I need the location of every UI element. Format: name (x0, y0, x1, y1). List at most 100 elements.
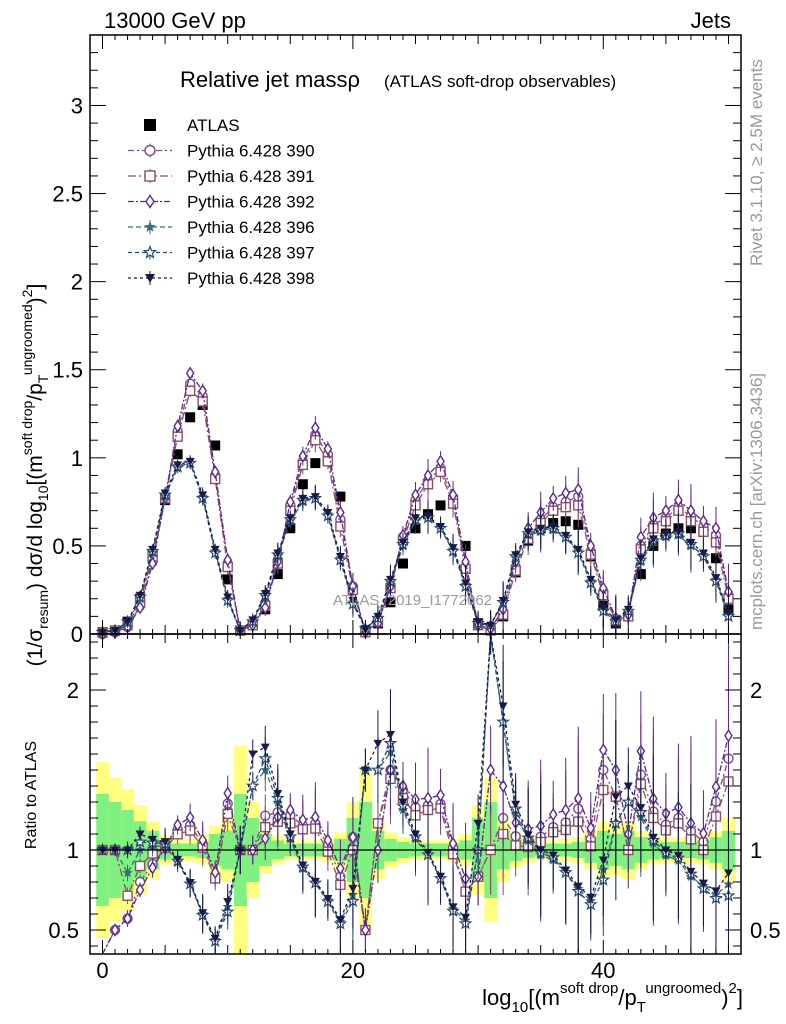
data-point-main (348, 597, 358, 606)
y-tick-label: 3 (71, 93, 83, 118)
data-point-main (436, 523, 446, 532)
data-point-ratio (436, 872, 446, 881)
legend-label: Pythia 6.428 398 (187, 269, 315, 288)
data-point-main (586, 539, 596, 553)
data-point-ratio (323, 894, 333, 903)
data-point-main (423, 512, 433, 521)
data-point-main (185, 457, 195, 466)
data-point-main (311, 421, 320, 435)
data-point-main (210, 465, 220, 479)
data-point-main (611, 616, 621, 625)
y-axis-title: (1/σresum) dσ/d log10[(msoft drop/pTungr… (19, 284, 51, 667)
y-tick-label: 1.5 (52, 358, 83, 383)
data-point-main (674, 493, 683, 507)
chart-title: Relative jet massρ (180, 67, 360, 92)
svg-text:(1/σresum) dσ/d log10[(msoft d: (1/σresum) dσ/d log10[(msoft drop/pTungr… (19, 284, 51, 667)
data-point-main (498, 597, 508, 606)
data-point-ratio (523, 831, 533, 840)
data-point-main (586, 575, 596, 584)
data-point-main (172, 431, 183, 442)
data-point-ratio (686, 867, 696, 876)
data-point-ratio (561, 803, 571, 817)
data-point-main (448, 544, 458, 553)
data-point-ratio (122, 867, 133, 878)
chart-subtitle: (ATLAS soft-drop observables) (384, 72, 616, 91)
data-point-ratio (336, 861, 345, 876)
data-point-main (285, 514, 295, 523)
data-point-main (673, 528, 683, 537)
data-point-main (184, 385, 196, 397)
data-point-main (648, 535, 658, 544)
data-point-ratio (123, 911, 132, 926)
data-point-main (511, 551, 521, 560)
data-point-main (411, 488, 420, 502)
series-line-main (102, 462, 730, 633)
data-point-ratio (173, 855, 183, 864)
data-point-ratio (423, 848, 433, 857)
legend-marker (145, 274, 155, 283)
data-point-main (573, 545, 583, 554)
data-point-main (548, 523, 558, 532)
data-point-main (322, 456, 334, 467)
data-point-ratio (486, 763, 495, 777)
data-point-main (148, 545, 158, 554)
data-point-ratio (385, 730, 395, 739)
data-point-main (298, 494, 308, 503)
data-point-main (223, 553, 233, 567)
data-point-ratio (134, 860, 146, 872)
data-point-ratio (573, 882, 583, 891)
data-point-ratio (298, 813, 308, 827)
data-point-main (222, 574, 233, 585)
data-point-ratio (623, 782, 633, 791)
data-point-main (573, 482, 583, 497)
data-point-main (185, 366, 195, 381)
x-axis-title: log10[(msoft drop/pTungroomed)2] (482, 980, 743, 1016)
data-point-ratio (148, 860, 157, 875)
data-point-ratio (323, 833, 333, 848)
data-point-main (223, 593, 233, 602)
data-point-main (336, 505, 345, 520)
data-point-main (323, 508, 333, 517)
legend-marker (144, 119, 156, 131)
energy-label: 13000 GeV pp (104, 8, 246, 33)
ratio-y-tick-label: 0.5 (48, 918, 79, 943)
data-point-ratio (360, 766, 370, 775)
data-point-main (248, 616, 258, 625)
data-point-main (561, 531, 571, 540)
data-point-ratio (498, 779, 508, 793)
legend: ATLAS Pythia 6.428 390 Pythia 6.428 391 Pyt… (128, 116, 315, 288)
data-point-main (423, 468, 433, 483)
data-point-ratio (698, 879, 708, 888)
data-point-main (561, 486, 571, 500)
data-point-main (285, 495, 295, 509)
legend-label: Pythia 6.428 396 (187, 218, 315, 237)
data-point-main (298, 449, 308, 463)
data-point-ratio (699, 826, 708, 841)
legend-marker (144, 170, 156, 182)
data-point-main (711, 521, 721, 536)
data-point-main (272, 569, 283, 580)
data-point-main (435, 500, 446, 511)
data-point-main (723, 609, 733, 618)
data-point-main (373, 612, 383, 621)
legend-label: Pythia 6.428 391 (187, 167, 315, 186)
data-point-ratio (548, 851, 558, 860)
data-point-ratio (210, 865, 220, 880)
data-point-ratio (724, 728, 733, 743)
data-point-ratio (511, 800, 521, 809)
data-point-ratio (398, 798, 408, 807)
data-point-main (623, 605, 633, 614)
data-point-main (536, 524, 546, 533)
data-point-main (198, 491, 208, 500)
x-tick-label: 20 (341, 958, 365, 983)
data-point-ratio (133, 834, 147, 848)
data-point-main (385, 575, 395, 584)
data-point-main (461, 579, 471, 588)
data-point-ratio (636, 804, 646, 813)
data-point-main (210, 440, 221, 451)
main-panel-series (95, 366, 736, 641)
y-tick-label: 1 (71, 446, 83, 471)
data-point-ratio (561, 866, 571, 875)
series-line-ratio (102, 633, 729, 943)
legend-label: Pythia 6.428 390 (187, 142, 315, 161)
